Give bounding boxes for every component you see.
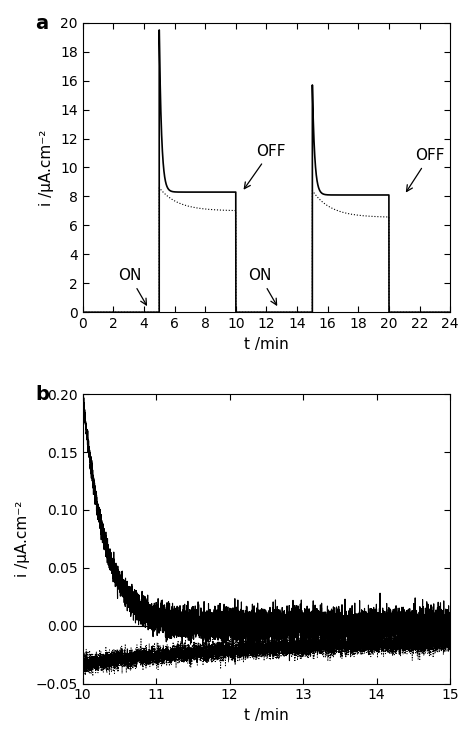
Text: ON: ON <box>118 269 146 305</box>
X-axis label: t /min: t /min <box>244 708 289 723</box>
Text: OFF: OFF <box>407 148 445 191</box>
Y-axis label: i /μA.cm⁻²: i /μA.cm⁻² <box>15 500 30 577</box>
Text: b: b <box>35 385 49 404</box>
Y-axis label: i /μA.cm⁻²: i /μA.cm⁻² <box>39 129 55 206</box>
Text: a: a <box>35 14 48 33</box>
X-axis label: t /min: t /min <box>244 337 289 351</box>
Text: ON: ON <box>248 269 277 305</box>
Text: OFF: OFF <box>244 144 285 189</box>
